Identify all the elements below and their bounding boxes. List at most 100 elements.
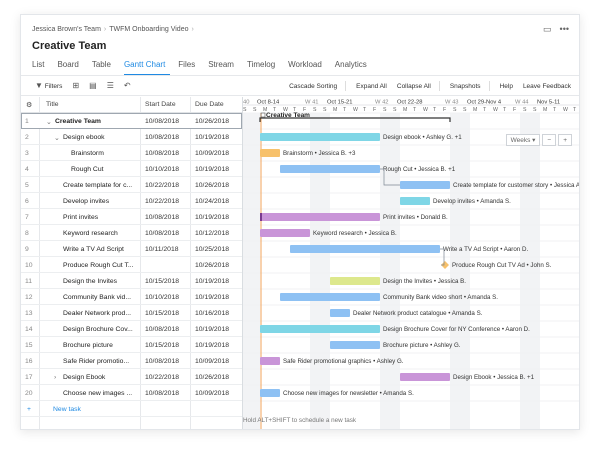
table-row[interactable]: 4 Rough Cut 10/10/2018 10/19/2018 bbox=[21, 161, 242, 177]
start-date[interactable]: 10/10/2018 bbox=[145, 293, 180, 301]
chevron-down-icon[interactable]: ⌄ bbox=[46, 118, 52, 126]
due-date[interactable]: 10/19/2018 bbox=[195, 213, 230, 221]
task-title[interactable]: Design the Invites bbox=[63, 277, 118, 285]
zoom-out-button[interactable]: − bbox=[542, 134, 557, 146]
start-date[interactable]: 10/08/2018 bbox=[145, 325, 180, 333]
start-date[interactable]: 10/15/2018 bbox=[145, 277, 180, 285]
task-title[interactable]: Design ebook bbox=[63, 133, 105, 141]
start-date[interactable]: 10/08/2018 bbox=[145, 389, 180, 397]
help-button[interactable]: Help bbox=[499, 82, 513, 90]
table-row[interactable]: 14 Design Brochure Cov... 10/08/2018 10/19/… bbox=[21, 321, 242, 337]
folder-icon[interactable]: ▭ bbox=[543, 24, 552, 34]
tab-analytics[interactable]: Analytics bbox=[334, 60, 367, 69]
due-date[interactable]: 10/25/2018 bbox=[195, 245, 230, 253]
leave-feedback-button[interactable]: Leave Feedback bbox=[522, 82, 571, 90]
table-row[interactable]: 1 ⌄ Creative Team 10/08/2018 10/26/2018 bbox=[21, 113, 242, 129]
due-date[interactable]: 10/09/2018 bbox=[195, 149, 230, 157]
scale-select[interactable]: Weeks ▾ bbox=[505, 134, 541, 146]
new-task-row[interactable]: + New task bbox=[21, 401, 242, 417]
tab-timelog[interactable]: Timelog bbox=[246, 60, 276, 69]
start-date[interactable]: 10/08/2018 bbox=[145, 133, 180, 141]
table-row[interactable]: 15 Brochure picture 10/15/2018 10/19/2018 bbox=[21, 337, 242, 353]
calendar-icon[interactable]: ▤ bbox=[89, 81, 97, 90]
task-title[interactable]: Dealer Network prod... bbox=[63, 309, 131, 317]
start-date[interactable]: 10/10/2018 bbox=[145, 165, 180, 173]
due-date[interactable]: 10/09/2018 bbox=[195, 389, 230, 397]
task-title[interactable]: Develop invites bbox=[63, 197, 110, 205]
task-title[interactable]: Community Bank vid... bbox=[63, 293, 131, 301]
filters-button[interactable]: ▼ Filters bbox=[35, 81, 62, 90]
task-title[interactable]: Keyword research bbox=[63, 229, 118, 237]
chevron-down-icon[interactable]: ⌄ bbox=[54, 134, 60, 142]
due-date[interactable]: 10/26/2018 bbox=[195, 373, 230, 381]
start-date[interactable]: 10/15/2018 bbox=[145, 341, 180, 349]
start-date[interactable]: 10/22/2018 bbox=[145, 181, 180, 189]
zoom-in-button[interactable]: + bbox=[558, 134, 572, 146]
table-row[interactable]: 8 Keyword research 10/08/2018 10/12/2018 bbox=[21, 225, 242, 241]
undo-icon[interactable]: ↶ bbox=[123, 81, 131, 90]
columns-icon[interactable]: ☰ bbox=[106, 81, 114, 90]
table-row[interactable]: 20 Choose new images ... 10/08/2018 10/09/2… bbox=[21, 385, 242, 401]
due-date[interactable]: 10/26/2018 bbox=[195, 261, 230, 269]
table-row[interactable]: 12 Community Bank vid... 10/10/2018 10/19/2… bbox=[21, 289, 242, 305]
table-row[interactable]: 11 Design the Invites 10/15/2018 10/19/2018 bbox=[21, 273, 242, 289]
cascade-sorting-button[interactable]: Cascade Sorting bbox=[289, 82, 338, 90]
start-date[interactable]: 10/08/2018 bbox=[145, 149, 180, 157]
tab-table[interactable]: Table bbox=[91, 60, 111, 69]
tab-list[interactable]: List bbox=[32, 60, 45, 69]
due-date[interactable]: 10/19/2018 bbox=[195, 293, 230, 301]
tab-board[interactable]: Board bbox=[57, 60, 79, 69]
start-date[interactable]: 10/08/2018 bbox=[145, 357, 180, 365]
table-row[interactable]: 13 Dealer Network prod... 10/15/2018 10/16/… bbox=[21, 305, 242, 321]
task-title[interactable]: Design Ebook bbox=[63, 373, 106, 381]
table-row[interactable]: 10 Produce Rough Cut T... 10/26/2018 bbox=[21, 257, 242, 273]
task-title[interactable]: Brainstorm bbox=[71, 149, 104, 157]
task-title[interactable]: Write a TV Ad Script bbox=[63, 245, 124, 253]
due-date[interactable]: 10/09/2018 bbox=[195, 357, 230, 365]
task-title[interactable]: Safe Rider promotio... bbox=[63, 357, 130, 365]
task-title[interactable]: Choose new images ... bbox=[63, 389, 133, 397]
settings-icon[interactable]: ⚙ bbox=[26, 102, 33, 109]
tab-files[interactable]: Files bbox=[178, 60, 196, 69]
tab-gantt-chart[interactable]: Gantt Chart bbox=[123, 60, 171, 76]
breadcrumb-team[interactable]: Jessica Brown's Team bbox=[32, 26, 101, 33]
column-title[interactable]: Title bbox=[46, 101, 59, 108]
start-date[interactable]: 10/08/2018 bbox=[145, 117, 180, 125]
expand-all-button[interactable]: Expand All bbox=[356, 82, 387, 90]
table-row[interactable]: 9 Write a TV Ad Script 10/11/2018 10/25/201… bbox=[21, 241, 242, 257]
start-date[interactable]: 10/08/2018 bbox=[145, 213, 180, 221]
due-date[interactable]: 10/12/2018 bbox=[195, 229, 230, 237]
table-row[interactable]: 6 Develop invites 10/22/2018 10/24/2018 bbox=[21, 193, 242, 209]
due-date[interactable]: 10/19/2018 bbox=[195, 165, 230, 173]
column-due-date[interactable]: Due Date bbox=[195, 101, 224, 108]
tab-workload[interactable]: Workload bbox=[288, 60, 322, 69]
table-row[interactable]: 7 Print invites 10/08/2018 10/19/2018 bbox=[21, 209, 242, 225]
start-date[interactable]: 10/11/2018 bbox=[145, 245, 179, 253]
start-date[interactable]: 10/22/2018 bbox=[145, 197, 180, 205]
due-date[interactable]: 10/19/2018 bbox=[195, 277, 230, 285]
due-date[interactable]: 10/26/2018 bbox=[195, 117, 230, 125]
due-date[interactable]: 10/19/2018 bbox=[195, 341, 230, 349]
column-start-date[interactable]: Start Date bbox=[145, 101, 176, 108]
task-title[interactable]: Design Brochure Cov... bbox=[63, 325, 133, 333]
task-title[interactable]: Brochure picture bbox=[63, 341, 113, 349]
table-row[interactable]: 3 Brainstorm 10/08/2018 10/09/2018 bbox=[21, 145, 242, 161]
add-folder-icon[interactable]: ⊞ bbox=[72, 81, 80, 90]
task-title[interactable]: Create template for c... bbox=[63, 181, 133, 189]
due-date[interactable]: 10/19/2018 bbox=[195, 133, 230, 141]
start-date[interactable]: 10/22/2018 bbox=[145, 373, 180, 381]
collapse-all-button[interactable]: Collapse All bbox=[396, 82, 431, 90]
breadcrumb-project[interactable]: TWFM Onboarding Video bbox=[109, 26, 189, 33]
due-date[interactable]: 10/24/2018 bbox=[195, 197, 230, 205]
more-icon[interactable]: ••• bbox=[559, 24, 569, 34]
tab-stream[interactable]: Stream bbox=[208, 60, 234, 69]
due-date[interactable]: 10/19/2018 bbox=[195, 325, 230, 333]
task-title[interactable]: Rough Cut bbox=[71, 165, 104, 173]
task-title[interactable]: Creative Team bbox=[55, 117, 101, 125]
start-date[interactable]: 10/15/2018 bbox=[145, 309, 180, 317]
task-title[interactable]: Produce Rough Cut T... bbox=[63, 261, 134, 269]
table-row[interactable]: 16 Safe Rider promotio... 10/08/2018 10/09/… bbox=[21, 353, 242, 369]
table-row[interactable]: 5 Create template for c... 10/22/2018 10/26… bbox=[21, 177, 242, 193]
due-date[interactable]: 10/16/2018 bbox=[195, 309, 230, 317]
due-date[interactable]: 10/26/2018 bbox=[195, 181, 230, 189]
